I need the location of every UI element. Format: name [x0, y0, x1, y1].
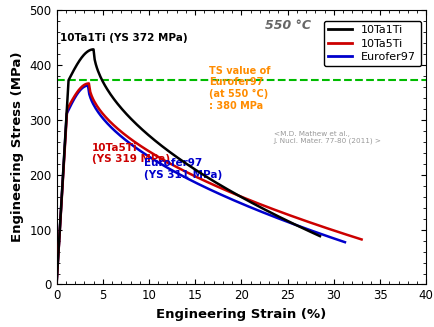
Y-axis label: Engineering Stress (MPa): Engineering Stress (MPa) — [11, 52, 24, 242]
Text: TS value of
Eurofer97
(at 550 °C)
: 380 MPa: TS value of Eurofer97 (at 550 °C) : 380 … — [209, 66, 270, 111]
Text: 10Ta1Ti (YS 372 MPa): 10Ta1Ti (YS 372 MPa) — [60, 33, 187, 43]
Text: <M.D. Mathew et al.,
J. Nucl. Mater. 77-80 (2011) >: <M.D. Mathew et al., J. Nucl. Mater. 77-… — [273, 131, 381, 144]
Legend: 10Ta1Ti, 10Ta5Ti, Eurofer97: 10Ta1Ti, 10Ta5Ti, Eurofer97 — [323, 21, 420, 66]
Text: 550 °C: 550 °C — [265, 19, 311, 32]
X-axis label: Engineering Strain (%): Engineering Strain (%) — [156, 308, 326, 321]
Text: 10Ta5Ti
(YS 319 MPa): 10Ta5Ti (YS 319 MPa) — [92, 143, 169, 164]
Text: Eurofer97
(YS 311 MPa): Eurofer97 (YS 311 MPa) — [144, 158, 222, 180]
